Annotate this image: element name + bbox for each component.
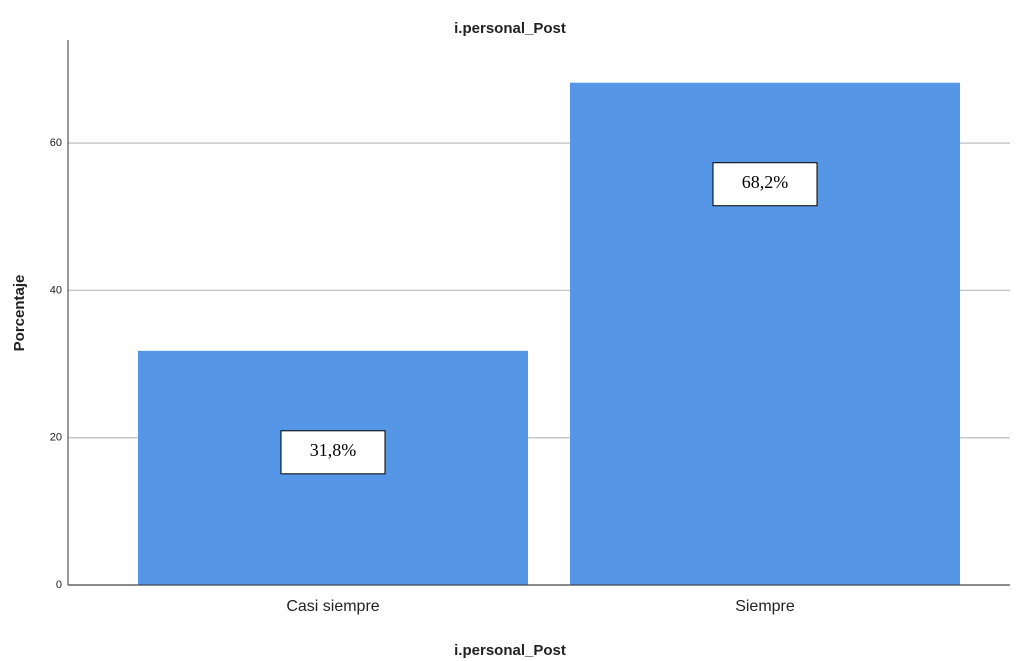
value-label: 68,2% (742, 172, 789, 192)
x-tick-label: Siempre (735, 598, 795, 615)
value-label-box (712, 162, 818, 207)
y-axis-title: Porcentaje (11, 275, 28, 352)
x-tick-label: Casi siempre (286, 598, 379, 615)
bar (570, 82, 960, 585)
y-tick-label: 20 (50, 432, 62, 444)
y-tick-label: 40 (50, 284, 62, 296)
value-label: 31,8% (310, 440, 357, 460)
y-tick-label: 0 (56, 579, 62, 591)
chart-title: i.personal_Post (454, 20, 566, 37)
x-axis-title: i.personal_Post (454, 642, 566, 659)
y-tick-label: 60 (50, 137, 62, 149)
value-label-box (280, 430, 386, 475)
